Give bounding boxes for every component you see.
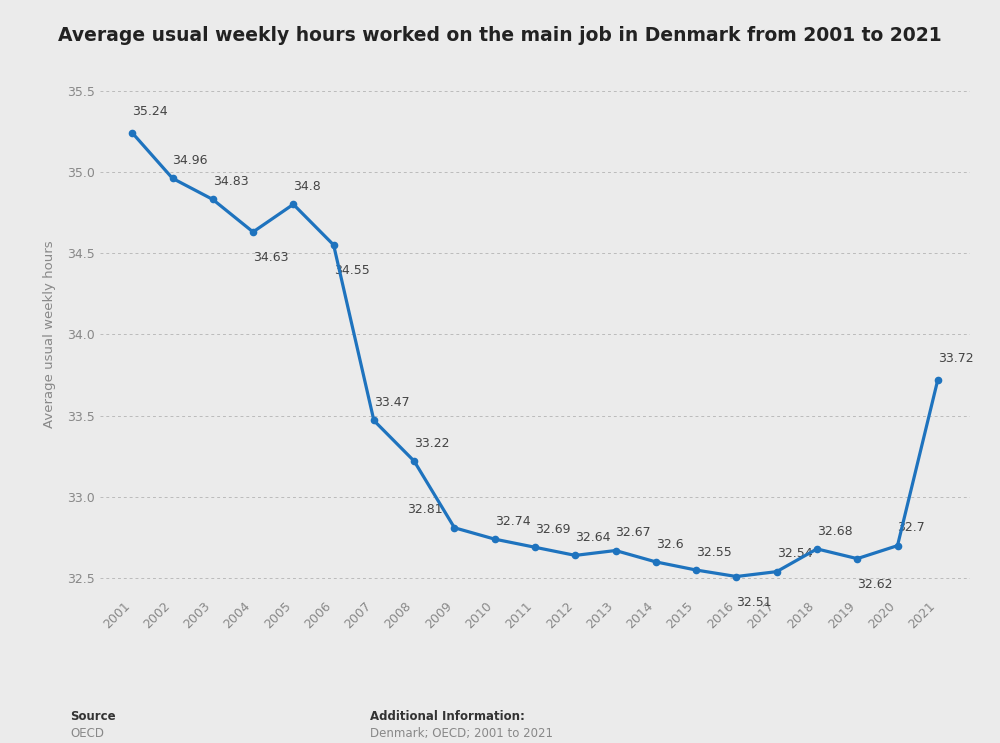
Text: 34.55: 34.55 (334, 265, 369, 277)
Text: 34.96: 34.96 (173, 154, 208, 167)
Text: 32.55: 32.55 (696, 545, 732, 559)
Text: Denmark; OECD; 2001 to 2021: Denmark; OECD; 2001 to 2021 (370, 727, 553, 739)
Text: 32.62: 32.62 (857, 578, 893, 591)
Text: 32.67: 32.67 (616, 526, 651, 539)
Text: 32.74: 32.74 (495, 515, 530, 528)
Text: Additional Information:: Additional Information: (370, 710, 525, 722)
Text: 32.81: 32.81 (407, 504, 442, 516)
Text: 34.83: 34.83 (213, 175, 248, 188)
Text: Source: Source (70, 710, 116, 722)
Text: Average usual weekly hours worked on the main job in Denmark from 2001 to 2021: Average usual weekly hours worked on the… (58, 26, 942, 45)
Text: OECD
© Statista 2022: OECD © Statista 2022 (70, 727, 165, 743)
Text: 32.51: 32.51 (736, 596, 772, 609)
Text: 32.54: 32.54 (777, 548, 812, 560)
Text: 33.72: 33.72 (938, 352, 973, 366)
Text: 32.64: 32.64 (575, 531, 611, 544)
Text: 32.6: 32.6 (656, 537, 683, 551)
Text: 33.22: 33.22 (414, 437, 450, 450)
Text: 32.7: 32.7 (898, 522, 925, 534)
Text: 33.47: 33.47 (374, 396, 410, 409)
Y-axis label: Average usual weekly hours: Average usual weekly hours (43, 241, 56, 428)
Text: 32.68: 32.68 (817, 525, 853, 537)
Text: 34.63: 34.63 (253, 251, 289, 265)
Text: 32.69: 32.69 (535, 523, 570, 536)
Text: 34.8: 34.8 (293, 180, 321, 193)
Text: 35.24: 35.24 (132, 106, 168, 118)
